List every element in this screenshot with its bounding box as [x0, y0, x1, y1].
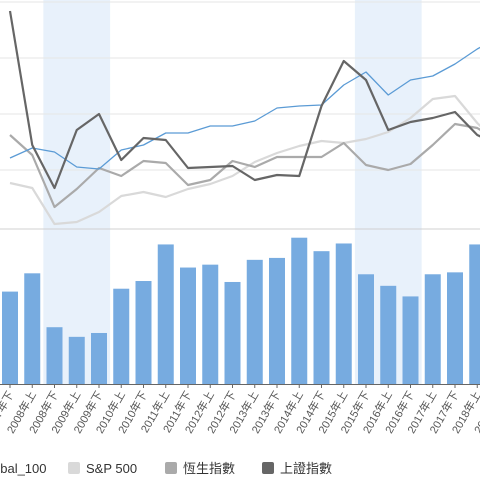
shaded-band-1 — [43, 0, 111, 384]
line-series-2 — [9, 94, 480, 226]
bar-6 — [113, 288, 130, 384]
bar-4 — [68, 336, 85, 384]
bar-10 — [202, 264, 219, 384]
legend-label-4: 上證指數 — [280, 461, 332, 476]
bar-16 — [335, 243, 352, 384]
legend-swatch-3 — [165, 462, 177, 474]
legend-item-1: Global_100 — [0, 461, 47, 476]
shaded-bands — [43, 0, 422, 384]
x-axis — [0, 384, 480, 388]
bar-1 — [2, 291, 18, 384]
bar-19 — [402, 296, 419, 384]
bar-15 — [313, 251, 330, 384]
bar-14 — [291, 237, 308, 384]
legend-item-2: S&P 500 — [68, 461, 137, 476]
bar-11 — [224, 281, 241, 384]
grid-lines — [0, 1, 480, 230]
bar-5 — [91, 332, 107, 384]
legend-swatch-4 — [262, 462, 274, 474]
bar-12 — [246, 259, 263, 384]
bar-8 — [157, 244, 174, 384]
line-series-4 — [8, 10, 480, 190]
legend-label-2: S&P 500 — [86, 461, 137, 476]
line-series-3 — [9, 122, 480, 209]
bar-20 — [424, 274, 441, 384]
bar-22 — [469, 244, 480, 384]
bar-21 — [447, 272, 463, 384]
x-tick-labels: 2007年下2008年上2008年下2009年上2009年下2010年上2010… — [0, 389, 480, 436]
legend-item-4: 上證指數 — [262, 461, 332, 476]
legend-label-3: 恆生指數 — [183, 461, 235, 476]
bar-series — [2, 237, 480, 384]
bar-18 — [380, 285, 397, 384]
line-series-1 — [9, 46, 480, 170]
bar-7 — [135, 281, 152, 384]
line-series — [8, 10, 480, 226]
bar-17 — [358, 274, 374, 384]
legend: Global_100 S&P 500 恆生指數 上證指數 — [0, 461, 332, 476]
legend-swatch-2 — [68, 462, 80, 474]
bar-9 — [180, 267, 196, 384]
legend-item-3: 恆生指數 — [165, 461, 235, 476]
bar-13 — [269, 257, 285, 384]
bar-2 — [24, 273, 41, 384]
legend-label-1: Global_100 — [0, 461, 47, 476]
bar-3 — [46, 327, 63, 384]
